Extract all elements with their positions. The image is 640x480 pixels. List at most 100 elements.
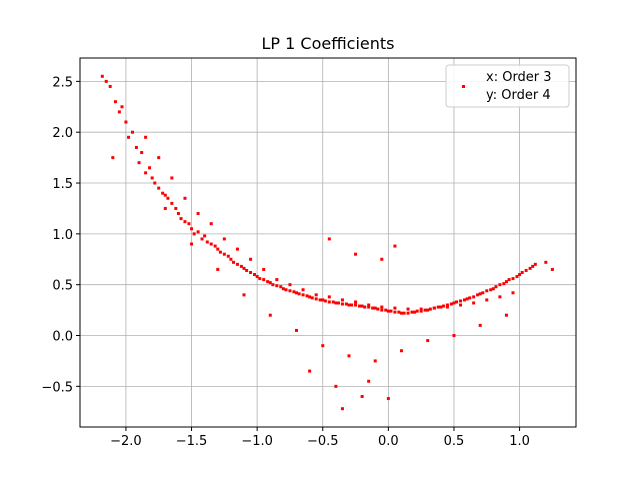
scatter-point [148,166,152,170]
scatter-point [308,295,312,299]
scatter-point [179,217,183,221]
scatter-point [321,344,325,348]
scatter-point [288,289,292,293]
scatter-point [544,260,548,264]
y-tick-label: 2.5 [52,75,73,90]
scatter-point [507,278,511,282]
scatter-point [340,298,344,302]
scatter-point [380,257,384,261]
scatter-point [314,293,318,297]
scatter-point [176,212,180,216]
scatter-point [441,304,445,308]
scatter-point [117,110,121,114]
scatter-point [108,84,112,88]
scatter-point [478,323,482,327]
scatter-point [472,295,476,299]
scatter-point [295,291,299,295]
scatter-point [459,299,463,303]
scatter-point [462,298,466,302]
scatter-point [452,301,456,305]
scatter-point [485,298,489,302]
scatter-point [323,299,327,303]
scatter-point [419,309,423,313]
scatter-point [275,278,279,282]
scatter-point [170,176,174,180]
chart-title: LP 1 Coefficients [261,34,394,53]
scatter-point [327,237,331,241]
y-tick-label: 0.0 [52,330,73,345]
scatter-point [354,252,358,256]
scatter-point [426,308,430,312]
scatter-point [308,369,312,373]
scatter-point [163,206,167,210]
scatter-point [258,277,262,281]
scatter-point [426,339,430,343]
scatter-point [196,230,200,234]
scatter-point [533,262,537,266]
scatter-point [367,379,371,383]
scatter-point [491,287,495,291]
scatter-point [452,334,456,338]
scatter-point [393,306,397,310]
scatter-point [363,305,367,309]
scatter-point [423,308,427,312]
scatter-point [235,247,239,251]
x-tick-label: −0.5 [307,434,339,449]
scatter-point [153,181,157,185]
scatter-point [134,145,138,149]
scatter-point [459,303,463,307]
scatter-point [190,242,194,246]
y-tick-label: 1.5 [52,177,73,192]
scatter-point [120,105,124,109]
scatter-point [268,281,272,285]
scatter-point [150,176,154,180]
scatter-point [187,222,191,226]
scatter-point [174,206,178,210]
scatter-point [518,273,522,277]
scatter-point [331,300,335,304]
scatter-point [242,266,246,270]
scatter-point [468,296,472,300]
scatter-point [494,285,498,289]
scatter-point [253,273,257,277]
scatter-point [305,294,309,298]
scatter-point [386,397,390,401]
legend-marker [462,85,465,88]
scatter-point [166,196,170,200]
scatter-point [216,267,220,271]
scatter-point [310,296,314,300]
scatter-point [384,308,388,312]
scatter-point [511,291,515,295]
x-axis: −2.0 −1.5 −1.0 −0.5 0.0 0.5 1.0 [110,427,530,449]
scatter-point [439,305,443,309]
scatter-point [284,288,288,292]
scatter-point [295,328,299,332]
scatter-point [334,301,338,305]
scatter-point [373,359,377,363]
scatter-point [275,284,279,288]
legend: x: Order 3 y: Order 4 [445,64,570,108]
scatter-point [371,306,375,310]
scatter-point [478,292,482,296]
y-tick-label: 0.5 [52,279,73,294]
scatter-point [528,266,532,270]
scatter-point [140,151,144,155]
scatter-point [380,308,384,312]
scatter-point [340,407,344,411]
scatter-point [397,310,401,314]
scatter-point [399,349,403,353]
scatter-point [445,305,449,309]
y-tick-label: −0.5 [41,380,73,395]
scatter-point [350,303,354,307]
scatter-point [262,267,266,271]
scatter-point [314,297,318,301]
scatter-point [406,307,410,311]
scatter-point [200,237,204,241]
scatter-point [297,292,301,296]
scatter-point [218,250,222,254]
scatter-point [268,313,272,317]
scatter-point [436,305,440,309]
scatter-point [266,280,270,284]
x-tick-label: 0.0 [378,434,399,449]
scatter-point [137,161,141,165]
